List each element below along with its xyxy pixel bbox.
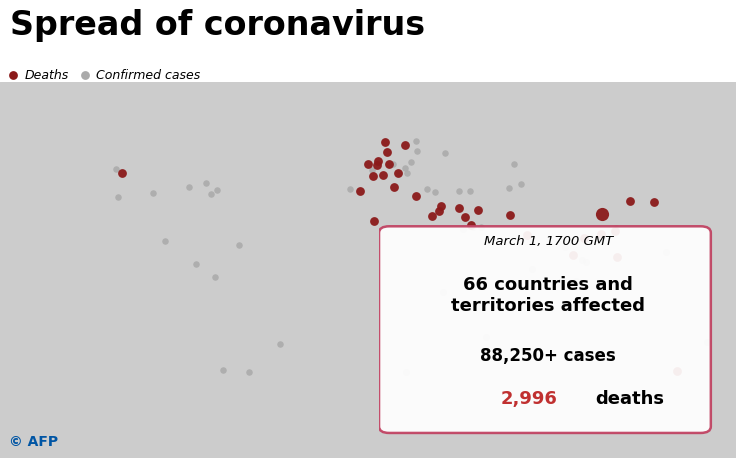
Point [611, 253, 623, 261]
Point [400, 368, 412, 376]
Text: 2,996: 2,996 [501, 390, 558, 408]
Point [218, 366, 230, 373]
Point [355, 187, 367, 194]
Point [576, 256, 588, 264]
Point [464, 187, 476, 194]
Point [381, 148, 393, 156]
Point [274, 340, 286, 348]
Point [480, 334, 492, 341]
Point [526, 266, 537, 273]
Point [503, 185, 515, 192]
Point [472, 206, 484, 213]
Point [435, 202, 447, 210]
Point [380, 138, 392, 146]
Point [367, 173, 378, 180]
Point [411, 137, 422, 144]
Point [648, 198, 659, 206]
Text: 88,250+ cases: 88,250+ cases [481, 347, 616, 365]
Point [467, 224, 478, 231]
Text: March 1, 1700 GMT: March 1, 1700 GMT [484, 235, 613, 248]
Point [371, 162, 383, 169]
Point [426, 212, 438, 219]
FancyBboxPatch shape [379, 226, 711, 433]
Point [160, 238, 171, 245]
Text: Deaths: Deaths [25, 69, 69, 82]
Text: Spread of coronavirus: Spread of coronavirus [10, 9, 425, 42]
Point [399, 164, 411, 171]
Point [453, 187, 465, 195]
Point [411, 193, 422, 200]
Point [624, 197, 636, 205]
Point [378, 171, 389, 179]
Text: Confirmed cases: Confirmed cases [96, 69, 201, 82]
Point [393, 169, 405, 176]
Point [701, 338, 713, 345]
Point [439, 149, 450, 157]
Point [371, 158, 383, 166]
Point [405, 158, 417, 166]
Point [594, 231, 606, 238]
Point [503, 211, 515, 218]
Point [671, 367, 683, 374]
Point [383, 161, 395, 168]
Point [453, 204, 464, 212]
Point [434, 207, 445, 215]
Point [211, 186, 223, 193]
Point [116, 169, 127, 177]
Point [466, 221, 478, 229]
Point [209, 273, 221, 281]
Point [595, 211, 607, 218]
Point [183, 184, 195, 191]
Point [112, 193, 124, 201]
Point [190, 261, 202, 268]
Text: deaths: deaths [595, 390, 665, 408]
Point [595, 231, 607, 238]
Point [559, 244, 570, 251]
Point [508, 161, 520, 168]
Point [421, 185, 433, 193]
Point [578, 234, 590, 241]
Point [660, 248, 672, 255]
Point [205, 191, 216, 198]
Text: © AFP: © AFP [9, 435, 58, 449]
Point [567, 251, 579, 259]
Point [475, 224, 487, 231]
Point [7, 71, 19, 79]
Point [399, 141, 411, 148]
Point [233, 241, 245, 248]
Point [368, 217, 380, 224]
Point [609, 227, 621, 234]
Point [110, 165, 122, 173]
Point [458, 225, 470, 232]
Point [610, 224, 622, 231]
Point [570, 277, 581, 284]
Point [392, 169, 403, 177]
Point [401, 169, 413, 177]
Point [372, 158, 384, 165]
Point [243, 369, 255, 376]
Point [437, 288, 449, 295]
Point [411, 147, 423, 154]
Point [367, 166, 378, 174]
Point [429, 188, 441, 196]
Text: 66 countries and
territories affected: 66 countries and territories affected [451, 276, 645, 315]
Point [79, 71, 91, 79]
Point [388, 183, 400, 191]
Point [580, 259, 592, 266]
Point [199, 179, 211, 186]
Point [459, 213, 471, 221]
Point [574, 281, 586, 289]
Point [362, 160, 374, 167]
Point [522, 231, 534, 239]
Point [344, 185, 356, 192]
Point [147, 189, 159, 196]
Point [387, 160, 399, 168]
Point [514, 181, 526, 188]
